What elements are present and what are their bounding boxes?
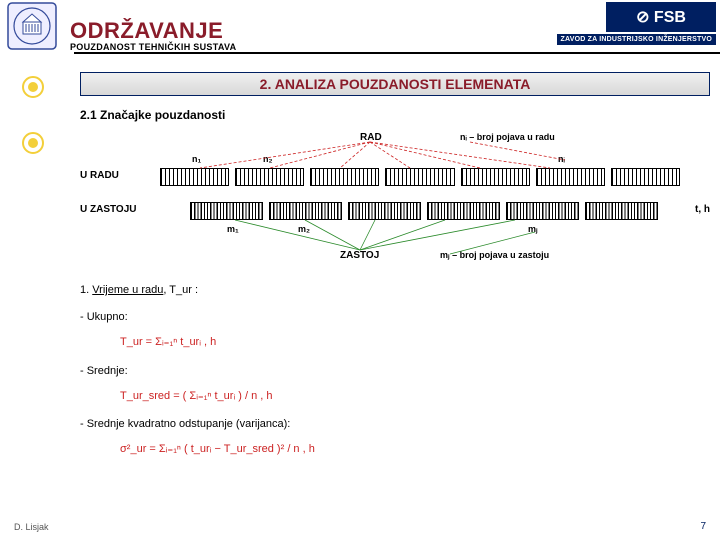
reliability-timeline-diagram: RAD nᵢ – broj pojava u radu n₁ n₂ nᵢ U R… (80, 132, 710, 272)
subtitle: POUZDANOST TEHNIČKIH SUSTAVA (70, 42, 530, 52)
item1-underline: Vrijeme u radu (92, 284, 163, 296)
header-rule (74, 52, 720, 54)
failure-segment (427, 202, 500, 220)
item-1: 1. Vrijeme u radu, T_ur : (80, 280, 710, 301)
formula-var: σ²_ur = Σᵢ₌₁ⁿ ( t_urᵢ − T_ur_sred )² / n… (120, 439, 710, 460)
page-number: 7 (700, 521, 706, 532)
slide-header: ODRŽAVANJE POUZDANOST TEHNIČKIH SUSTAVA … (0, 0, 720, 52)
u-zastoju-label: U ZASTOJU (80, 204, 137, 215)
operation-segment (385, 168, 454, 186)
subsection-title: 2.1 Značajke pouzdanosti (80, 108, 710, 122)
formula-ukupno: T_ur = Σᵢ₌₁ⁿ t_urᵢ , h (120, 332, 710, 353)
n-note: nᵢ – broj pojava u radu (460, 132, 555, 142)
n2-label: n₂ (263, 154, 273, 164)
nav-dot-2-icon (22, 132, 44, 154)
failure-track (160, 202, 680, 220)
nav-dot-1-icon (22, 76, 44, 98)
operation-segment (536, 168, 605, 186)
u-radu-label: U RADU (80, 170, 119, 181)
formula-srednje: T_ur_sred = ( Σᵢ₌₁ⁿ t_urᵢ ) / n , h (120, 386, 710, 407)
axis-label: t, h (695, 204, 710, 215)
m1-label: m₁ (227, 224, 239, 234)
failure-segment (585, 202, 658, 220)
header-right: ⊘ FSB ZAVOD ZA INDUSTRIJSKO INŽENJERSTVO (530, 0, 720, 52)
section-band: 2. ANALIZA POUZDANOSTI ELEMENATA (80, 72, 710, 96)
department-label: ZAVOD ZA INDUSTRIJSKO INŽENJERSTVO (557, 34, 716, 45)
operation-segment (611, 168, 680, 186)
item1-tail: , T_ur : (163, 284, 198, 296)
section-title: 2. ANALIZA POUZDANOSTI ELEMENATA (260, 76, 531, 92)
institution-seal-icon (0, 0, 64, 52)
fsb-logo: ⊘ FSB (606, 2, 716, 32)
failure-segment (269, 202, 342, 220)
operation-track (160, 168, 680, 186)
n1-label: n₁ (192, 154, 201, 164)
failure-segment (506, 202, 579, 220)
operation-segment (235, 168, 304, 186)
m-note: mⱼ – broj pojava u zastoju (440, 250, 549, 261)
slide-body: 2.1 Značajke pouzdanosti RAD nᵢ – broj p… (80, 108, 710, 468)
ni-label: nᵢ (558, 154, 565, 164)
content-list: 1. Vrijeme u radu, T_ur : - Ukupno: T_ur… (80, 280, 710, 460)
operation-segment (310, 168, 379, 186)
title-block: ODRŽAVANJE POUZDANOST TEHNIČKIH SUSTAVA (64, 0, 530, 52)
item1-lead: 1. (80, 284, 92, 296)
mj-label: mⱼ (528, 224, 538, 235)
m2-label: m₂ (298, 224, 310, 234)
rad-label: RAD (360, 132, 382, 143)
failure-segment (190, 202, 263, 220)
failure-segment (348, 202, 421, 220)
bullet-srednje: - Srednje: (80, 361, 710, 382)
operation-segment (461, 168, 530, 186)
operation-segment (160, 168, 229, 186)
bullet-ukupno: - Ukupno: (80, 307, 710, 328)
main-title: ODRŽAVANJE (70, 18, 530, 44)
zastoj-label: ZASTOJ (340, 250, 379, 261)
bullet-var: - Srednje kvadratno odstupanje (varijanc… (80, 414, 710, 435)
footer-author: D. Lisjak (14, 522, 49, 532)
